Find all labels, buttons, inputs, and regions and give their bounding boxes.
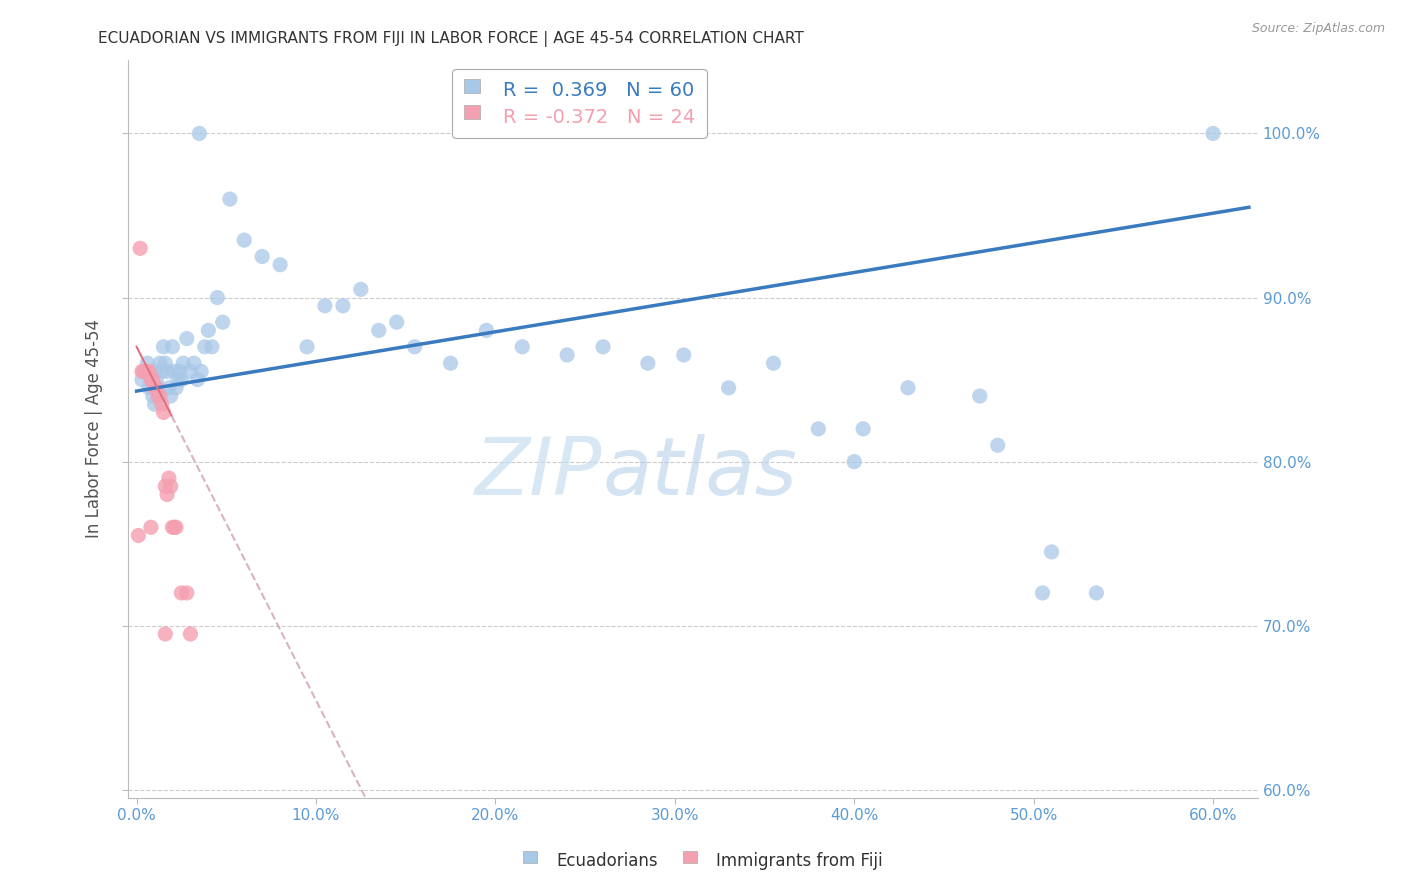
Point (197, 323, 219, 337)
Point (897, 381, 920, 395)
Point (135, 364, 157, 378)
Point (152, 405, 174, 419)
Point (332, 299, 354, 313)
Point (149, 389, 172, 403)
Point (269, 258, 291, 272)
Point (367, 323, 389, 337)
Point (1085, 586, 1108, 600)
Y-axis label: In Labor Force | Age 45-54: In Labor Force | Age 45-54 (86, 319, 103, 539)
Point (146, 381, 169, 395)
Point (135, 364, 157, 378)
Point (194, 340, 217, 354)
Point (717, 381, 740, 395)
Point (145, 373, 167, 387)
Point (127, 528, 149, 542)
Point (188, 127, 211, 141)
Point (166, 373, 188, 387)
Point (385, 315, 408, 329)
Point (150, 397, 173, 411)
Point (155, 627, 177, 641)
Point (179, 627, 201, 641)
Point (211, 315, 233, 329)
Point (138, 381, 160, 395)
Point (510, 340, 533, 354)
Point (762, 356, 785, 370)
Point (637, 356, 659, 370)
Point (149, 356, 172, 370)
Point (146, 389, 169, 403)
Point (439, 356, 461, 370)
Point (233, 233, 256, 247)
Point (176, 332, 198, 346)
Legend: R =  0.369   N = 60, R = -0.372   N = 24: R = 0.369 N = 60, R = -0.372 N = 24 (453, 70, 707, 138)
Point (138, 364, 160, 378)
Point (1032, 586, 1054, 600)
Text: ECUADORIAN VS IMMIGRANTS FROM FIJI IN LABOR FORCE | AGE 45-54 CORRELATION CHART: ECUADORIAN VS IMMIGRANTS FROM FIJI IN LA… (98, 31, 804, 47)
Text: Source: ZipAtlas.com: Source: ZipAtlas.com (1251, 22, 1385, 36)
Point (152, 340, 174, 354)
Point (844, 455, 866, 469)
Point (295, 340, 318, 354)
Point (350, 282, 373, 296)
Point (136, 364, 159, 378)
Text: ZIP: ZIP (475, 434, 602, 512)
Point (475, 323, 498, 337)
Point (163, 520, 186, 534)
Point (187, 373, 209, 387)
Point (143, 364, 166, 378)
Point (672, 348, 695, 362)
Point (139, 373, 162, 387)
Point (1202, 127, 1225, 141)
Point (162, 340, 184, 354)
Point (163, 364, 186, 378)
Point (142, 373, 165, 387)
Point (165, 381, 187, 395)
Point (162, 520, 184, 534)
Point (592, 340, 614, 354)
Point (143, 381, 166, 395)
Point (131, 373, 153, 387)
Point (314, 299, 336, 313)
Point (143, 397, 166, 411)
Point (145, 381, 167, 395)
Point (170, 373, 193, 387)
Point (129, 241, 152, 255)
Point (807, 422, 830, 436)
Point (250, 250, 273, 264)
Point (150, 364, 173, 378)
Point (172, 356, 194, 370)
Legend: Ecuadorians, Immigrants from Fiji: Ecuadorians, Immigrants from Fiji (516, 846, 890, 877)
Point (136, 356, 159, 370)
Point (169, 364, 191, 378)
Point (1040, 545, 1063, 559)
Point (170, 586, 193, 600)
Point (207, 291, 229, 305)
Point (176, 586, 198, 600)
Point (969, 389, 991, 403)
Point (159, 389, 181, 403)
Point (218, 192, 240, 206)
Point (156, 364, 179, 378)
Point (155, 356, 177, 370)
Text: atlas: atlas (602, 434, 797, 512)
Point (155, 479, 177, 493)
Point (139, 373, 162, 387)
Point (157, 381, 180, 395)
Point (179, 364, 201, 378)
Point (190, 364, 212, 378)
Point (159, 479, 181, 493)
Point (131, 364, 153, 378)
Point (852, 422, 875, 436)
Point (165, 520, 187, 534)
Point (183, 356, 205, 370)
Point (987, 438, 1010, 452)
Point (157, 471, 180, 485)
Point (201, 340, 224, 354)
Point (142, 389, 165, 403)
Point (132, 364, 155, 378)
Point (139, 520, 162, 534)
Point (156, 487, 179, 501)
Point (555, 348, 578, 362)
Point (404, 340, 426, 354)
